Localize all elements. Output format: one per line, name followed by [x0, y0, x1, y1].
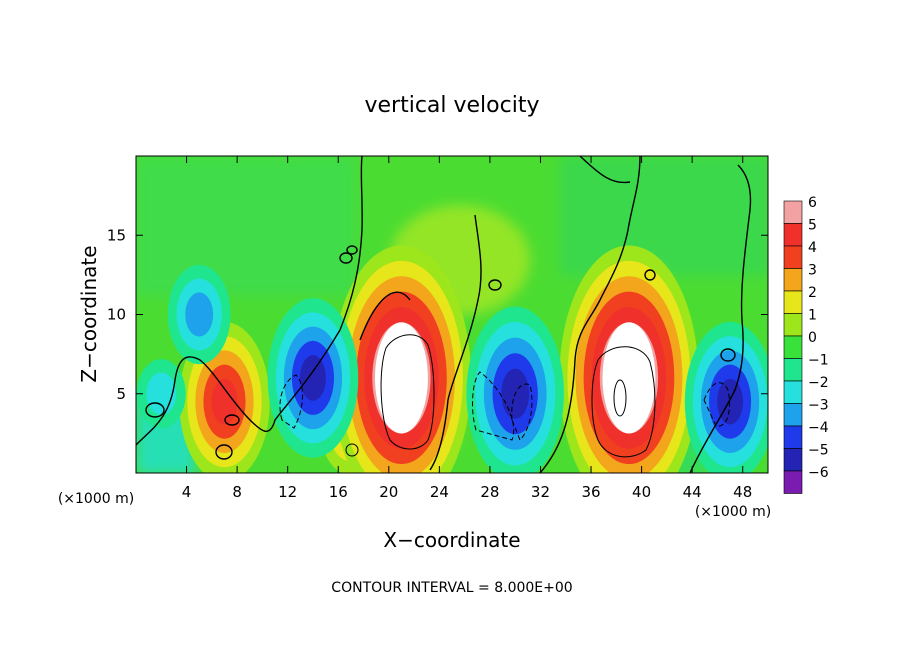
negative-contours: [279, 371, 730, 441]
updraft-cell: [559, 245, 699, 473]
cell-core-out-of-range: [374, 322, 428, 434]
colorbar-label: 6: [808, 195, 817, 211]
colorbar-swatch: [783, 290, 803, 314]
downdraft-cell: [167, 264, 231, 365]
colorbar-label: 1: [808, 308, 817, 324]
colorbar-label: −1: [808, 353, 829, 369]
colorbar-swatch: [783, 268, 803, 292]
y-tick-label: 15: [107, 226, 126, 244]
colorbar-label: 2: [808, 285, 817, 301]
x-unit-left: (×1000 m): [58, 491, 134, 507]
updraft-cell: [331, 245, 472, 473]
colorbar-label: 3: [808, 263, 817, 279]
chart-title: vertical velocity: [364, 93, 539, 118]
x-axis-label: X−coordinate: [383, 528, 520, 552]
colorbar-label: 0: [808, 330, 817, 346]
y-tick-label: 5: [116, 385, 126, 403]
y-axis-label: Z−coordinate: [77, 245, 101, 382]
colorbar-swatch: [783, 223, 803, 247]
x-tick-label: 32: [531, 483, 550, 501]
x-tick-label: 12: [278, 483, 297, 501]
x-tick-label: 40: [632, 483, 651, 501]
contour-interval-note: CONTOUR INTERVAL = 8.000E+00: [331, 580, 572, 596]
colorbar-swatch: [783, 245, 803, 269]
zero-contours: [136, 156, 752, 473]
colorbar-swatch: [783, 200, 803, 224]
x-tick-label: 16: [329, 483, 348, 501]
x-tick-label: 4: [182, 483, 192, 501]
colorbar-swatch: [783, 448, 803, 472]
x-tick-label: 36: [581, 483, 600, 501]
colorbar-swatch: [783, 470, 803, 494]
x-unit-right: (×1000 m): [695, 504, 771, 520]
x-tick-label: 8: [232, 483, 242, 501]
downdraft-cell: [136, 359, 186, 429]
colorbar-label: 4: [808, 240, 817, 256]
x-tick-label: 24: [430, 483, 449, 501]
y-ticks: 5 10 15: [107, 226, 768, 403]
x-tick-label: 20: [379, 483, 398, 501]
cell-core-out-of-range: [602, 322, 656, 434]
colorbar-swatch: [783, 380, 803, 404]
cell-band: [211, 378, 238, 425]
colorbar-label: −5: [808, 443, 829, 459]
cell-band: [185, 292, 214, 337]
colorbar-swatch: [783, 313, 803, 337]
colorbar-swatch: [783, 335, 803, 359]
colorbar-swatch: [783, 358, 803, 382]
colorbar-swatch: [783, 403, 803, 427]
x-ticks: 4 8 12 16 20 24 28 32 36 40 44 48: [182, 156, 752, 501]
colorbar-label: −2: [808, 375, 829, 391]
colorbar-label: −4: [808, 420, 829, 436]
x-tick-label: 28: [480, 483, 499, 501]
colorbar: 6 5 4 3 2 1 0 −1 −2 −3 −4 −5 −6: [783, 195, 829, 494]
colorbar-label: 5: [808, 218, 817, 234]
positive-contours: [345, 334, 656, 458]
y-tick-label: 10: [107, 306, 126, 324]
downdraft-cell: [267, 298, 359, 458]
downdraft-cell: [684, 321, 768, 473]
cell-band: [300, 355, 326, 401]
colorbar-label: −6: [808, 465, 829, 481]
x-tick-label: 44: [683, 483, 702, 501]
cells-layer: [136, 245, 768, 473]
colorbar-label: −3: [808, 398, 829, 414]
colorbar-swatch: [783, 425, 803, 449]
x-tick-label: 48: [733, 483, 752, 501]
cell-band: [717, 378, 744, 425]
